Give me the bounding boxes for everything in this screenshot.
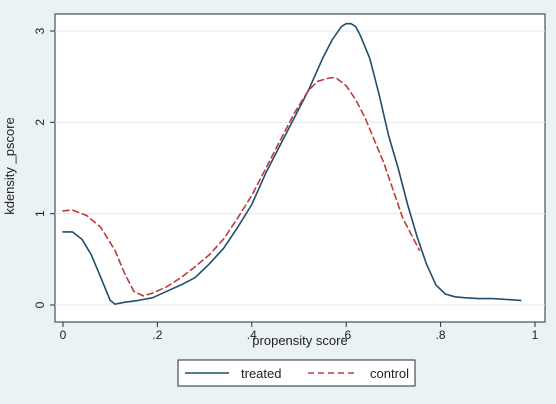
x-tick-label: .6 xyxy=(341,328,351,342)
series-layer xyxy=(62,22,522,305)
y-tick-label: 0 xyxy=(33,301,47,308)
x-tick-label: .4 xyxy=(247,328,257,342)
legend-label-control: control xyxy=(370,366,409,381)
x-tick-label: 1 xyxy=(532,328,539,342)
y-tick-label: 2 xyxy=(33,119,47,126)
legend-label-treated: treated xyxy=(241,366,281,381)
y-tick-label: 3 xyxy=(33,27,47,34)
series-line-treated xyxy=(62,22,522,305)
x-axis-label: propensity score xyxy=(252,333,347,348)
plot-area-background xyxy=(54,13,546,323)
x-tick-label: .8 xyxy=(436,328,446,342)
x-tick-label: 0 xyxy=(60,328,67,342)
y-tick-label: 1 xyxy=(33,210,47,217)
axes: 0 1 2 3 0 .2 .4 .6 .8 1 xyxy=(33,27,539,342)
legend: treated control xyxy=(177,359,416,387)
y-axis-label: kdensity _pscore xyxy=(2,117,17,215)
gridlines xyxy=(55,30,545,306)
x-tick-label: .2 xyxy=(152,328,162,342)
series-line-control xyxy=(62,76,421,297)
